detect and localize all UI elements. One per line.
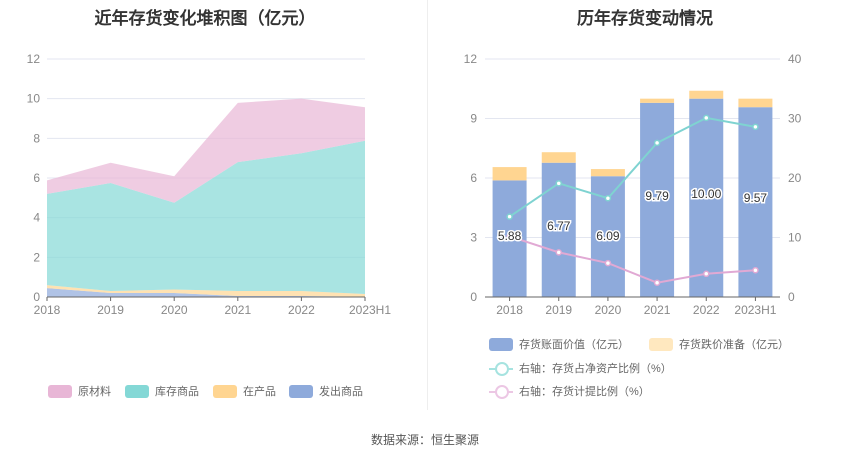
legend-item-provision-ratio[interactable]: 右轴：存货计提比例（%） [489, 383, 650, 399]
legend-item-book-value[interactable]: 存货账面价值（亿元） [489, 336, 629, 352]
left-chart-title: 近年存货变化堆积图（亿元） [94, 9, 316, 28]
bar-data-label: 9.79 [645, 189, 669, 203]
y2-tick-label: 0 [788, 290, 795, 304]
bar-book-value [689, 98, 724, 298]
line-point [604, 259, 612, 267]
bar-data-label: 6.77 [547, 219, 571, 233]
line-point [506, 213, 513, 220]
x-tick-label: 2019 [545, 303, 572, 317]
legend-item-provision[interactable]: 存货跌价准备（亿元） [649, 336, 789, 352]
y-tick-label: 3 [470, 231, 477, 245]
legend-swatch [649, 337, 673, 351]
legend-label: 库存商品 [155, 386, 199, 398]
line-3 [509, 235, 756, 284]
legend-swatch [289, 384, 313, 398]
bar-data-label: 6.09 [596, 229, 620, 243]
x-tick-label: 2020 [161, 303, 188, 317]
legend-swatch [213, 384, 237, 398]
x-tick-label: 2022 [693, 303, 720, 317]
area-在产品 [47, 285, 365, 297]
bar-provision [590, 169, 625, 177]
y-tick-label: 12 [464, 52, 478, 66]
line-point [752, 266, 759, 274]
legend-label: 存货跌价准备（亿元） [679, 339, 789, 351]
y-tick-label: 0 [470, 290, 477, 304]
y-tick-label: 6 [470, 171, 477, 185]
x-tick-label: 2023H1 [349, 303, 391, 317]
bar-provision [640, 98, 675, 103]
legend-swatch [489, 337, 513, 351]
line-point [506, 233, 513, 240]
right-chart-title: 历年存货变动情况 [577, 9, 713, 28]
x-tick-label: 2018 [34, 303, 61, 317]
line-point [703, 270, 710, 278]
line-point [604, 194, 612, 202]
legend-swatch [125, 384, 149, 398]
bar-book-value [738, 107, 773, 297]
y-tick-label: 12 [27, 52, 41, 66]
legend-item-ratio-net-assets[interactable]: 右轴：存货占净资产比例（%） [489, 360, 672, 376]
bar-provision [689, 90, 724, 99]
bar-data-label: 10.00 [691, 187, 721, 201]
x-tick-label: 2018 [496, 303, 523, 317]
y-tick-label: 8 [33, 131, 40, 145]
bar-provision [541, 152, 576, 163]
y-tick-label: 6 [33, 171, 40, 185]
y-tick-label: 0 [33, 290, 40, 304]
x-tick-label: 2019 [97, 303, 124, 317]
y-tick-label: 4 [33, 211, 40, 225]
divider [427, 0, 428, 410]
legend-label: 原材料 [78, 386, 111, 398]
legend-label: 右轴：存货占净资产比例（%） [519, 363, 672, 375]
legend-line-icon [489, 361, 513, 376]
legend-label: 在产品 [243, 386, 276, 398]
y-tick-label: 10 [27, 92, 41, 106]
legend-item-shipped[interactable]: 发出商品 [289, 383, 363, 399]
x-tick-label: 2021 [644, 303, 671, 317]
bar-provision [492, 167, 527, 181]
bar-provision [738, 98, 773, 108]
bar-data-label: 9.57 [744, 191, 768, 205]
y2-tick-label: 40 [788, 52, 802, 66]
legend-label: 发出商品 [319, 386, 363, 398]
line-point [555, 249, 562, 256]
line-point [703, 114, 710, 122]
x-tick-label: 2023H1 [734, 303, 776, 317]
bar-data-label: 5.88 [498, 229, 522, 243]
y-tick-label: 2 [33, 250, 40, 264]
x-tick-label: 2020 [595, 303, 622, 317]
y2-tick-label: 10 [788, 231, 802, 245]
legend-item-stock[interactable]: 库存商品 [125, 383, 199, 399]
line-point [653, 279, 661, 286]
legend-item-wip[interactable]: 在产品 [213, 383, 276, 399]
data-source: 数据来源：恒生聚源 [370, 433, 479, 447]
legend-label: 右轴：存货计提比例（%） [519, 386, 650, 398]
legend-item-raw[interactable]: 原材料 [48, 383, 111, 399]
area-发出商品 [47, 288, 365, 297]
y2-tick-label: 20 [788, 171, 802, 185]
legend-label: 存货账面价值（亿元） [519, 339, 629, 351]
y-tick-label: 9 [470, 112, 477, 126]
line-point [752, 123, 759, 131]
area-原材料 [47, 98, 365, 203]
legend-swatch [48, 384, 72, 398]
y2-tick-label: 30 [788, 112, 802, 126]
x-tick-label: 2021 [224, 303, 251, 317]
line-2 [509, 116, 756, 218]
bar-book-value [640, 102, 675, 297]
x-tick-label: 2022 [288, 303, 315, 317]
area-库存商品 [47, 140, 365, 295]
legend-line-icon [489, 384, 513, 399]
line-point [555, 180, 562, 187]
line-point [653, 139, 661, 147]
